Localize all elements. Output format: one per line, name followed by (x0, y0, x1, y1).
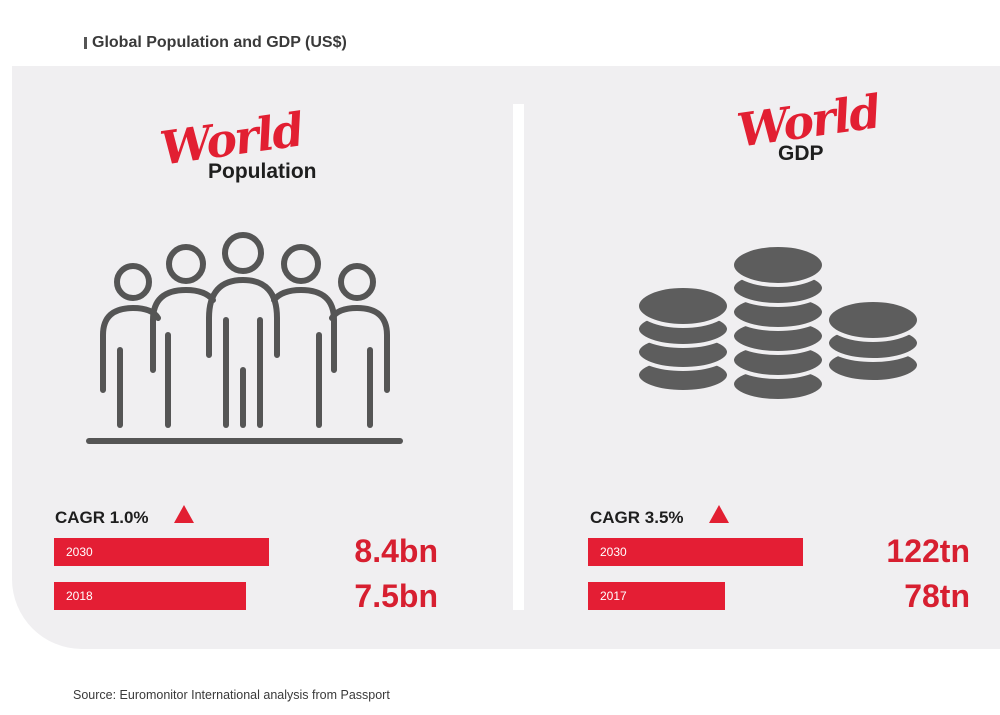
gdp-bar-2030: 2030 (588, 538, 803, 566)
gdp-value-2030: 122tn (886, 533, 970, 569)
panel-divider (513, 104, 524, 610)
title-marker (84, 37, 87, 49)
gdp-value-2017: 78tn (904, 578, 970, 614)
gdp-bar-2017: 2017 (588, 582, 725, 610)
population-heading: Population (208, 160, 317, 183)
population-value-2018: 7.5bn (354, 578, 438, 614)
gdp-heading: GDP (778, 142, 824, 165)
bar-label: 2017 (600, 589, 627, 603)
bar-label: 2030 (66, 545, 93, 559)
page-title: Global Population and GDP (US$) (92, 34, 347, 51)
population-value-2030: 8.4bn (354, 533, 438, 569)
bar-label: 2018 (66, 589, 93, 603)
increase-triangle-icon (174, 505, 194, 523)
population-cagr: CAGR 1.0% (55, 508, 149, 527)
bar-label: 2030 (600, 545, 627, 559)
gdp-cagr: CAGR 3.5% (590, 508, 684, 527)
increase-triangle-icon (709, 505, 729, 523)
population-bar-2018: 2018 (54, 582, 246, 610)
source-note: Source: Euromonitor International analys… (73, 688, 390, 702)
population-bar-2030: 2030 (54, 538, 269, 566)
